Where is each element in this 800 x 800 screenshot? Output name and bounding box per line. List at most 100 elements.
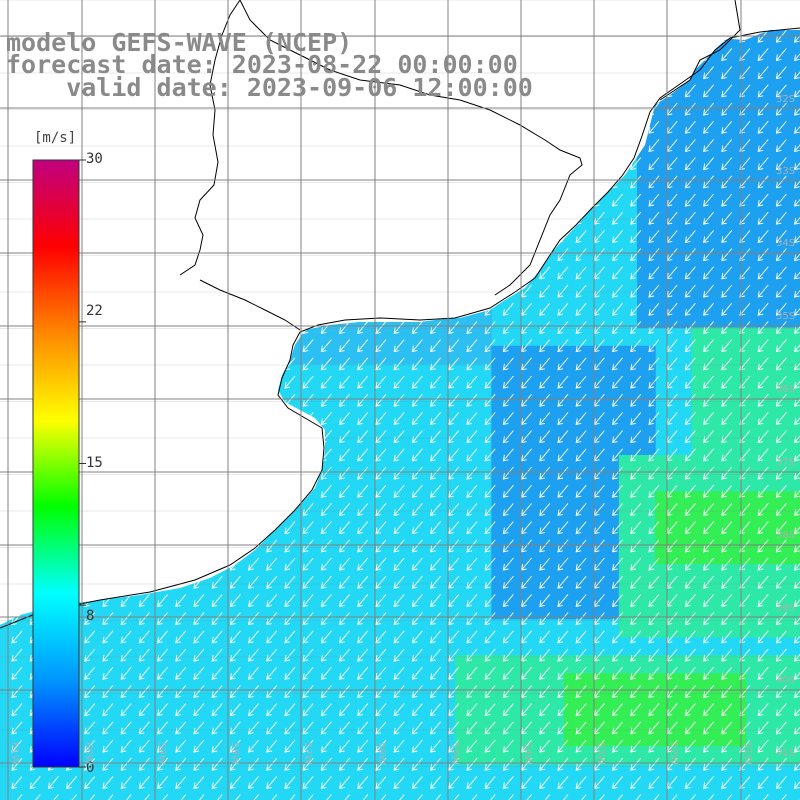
wind-arrow [648, 575, 660, 589]
field-cell [746, 509, 765, 529]
field-cell [746, 709, 765, 729]
wind-arrow [138, 612, 150, 626]
wind-arrow [266, 794, 278, 800]
field-cell [527, 400, 547, 420]
field-cell [673, 145, 693, 165]
wind-arrow [357, 721, 369, 735]
wind-arrow [648, 248, 660, 262]
field-cell [546, 728, 565, 747]
field-cell [691, 309, 711, 329]
field-cell [691, 618, 711, 638]
wind-arrow [430, 703, 441, 717]
wind-arrow [684, 503, 696, 516]
wind-arrow [703, 648, 714, 662]
wind-arrow [757, 721, 769, 735]
wind-arrow [502, 776, 514, 789]
wind-arrow [138, 139, 150, 152]
wind-arrow [157, 120, 168, 134]
wind-arrow [557, 302, 569, 316]
wind-arrow [248, 393, 259, 407]
wind-arrow [521, 575, 532, 589]
wind-arrow [721, 139, 733, 152]
field-cell [764, 327, 784, 347]
wind-arrow [484, 685, 496, 698]
wind-arrow [575, 612, 587, 626]
field-cell [691, 673, 711, 693]
wind-arrow [302, 575, 314, 589]
wind-arrow [339, 630, 350, 644]
field-cell [764, 72, 784, 92]
wind-arrow [775, 757, 787, 771]
wind-arrow [721, 430, 733, 444]
wind-arrow [248, 575, 259, 589]
wind-arrow [502, 648, 514, 662]
wind-arrow [411, 357, 423, 371]
wind-arrow [211, 757, 223, 771]
wind-arrow [757, 393, 769, 407]
field-cell [582, 746, 602, 765]
wind-arrow [703, 193, 714, 207]
field-cell [546, 564, 565, 583]
wind-arrow [466, 703, 478, 717]
wind-arrow [703, 120, 714, 134]
wind-arrow [557, 484, 569, 498]
wind-arrow [775, 448, 787, 462]
field-cell [655, 200, 674, 219]
field-cell [200, 127, 219, 147]
wind-arrow [502, 630, 514, 644]
wind-arrow [375, 539, 387, 553]
field-cell [527, 582, 547, 602]
wind-arrow [120, 284, 132, 298]
wind-arrow [684, 321, 696, 334]
field-cell [618, 509, 638, 529]
wind-arrow [448, 703, 460, 717]
field-cell [637, 218, 656, 238]
field-cell [527, 673, 547, 693]
field-cell [746, 728, 765, 747]
wind-arrow [502, 721, 514, 735]
wind-arrow [102, 375, 114, 389]
wind-arrow [757, 739, 769, 753]
field-cell [637, 728, 656, 747]
wind-arrow [721, 503, 733, 516]
wind-arrow [11, 503, 23, 516]
wind-arrow [539, 466, 551, 480]
wind-arrow [84, 794, 96, 800]
field-cell [746, 254, 765, 274]
wind-arrow [684, 120, 696, 134]
field-cell [709, 455, 729, 474]
wind-arrow [757, 248, 769, 262]
field-cell [655, 491, 674, 511]
field-cell [709, 72, 729, 92]
wind-arrow [539, 339, 551, 353]
wind-arrow [430, 648, 441, 662]
wind-arrow [266, 612, 278, 626]
wind-arrow [411, 612, 423, 626]
wind-arrow [684, 630, 696, 644]
wind-arrow [157, 248, 168, 262]
wind-arrow [630, 175, 642, 189]
wind-arrow [648, 448, 660, 462]
wind-arrow [120, 539, 132, 553]
land-area [0, 0, 800, 322]
wind-arrow [575, 357, 587, 371]
wind-arrow [430, 430, 441, 444]
wind-arrow [648, 157, 660, 171]
wind-arrow [211, 484, 223, 498]
field-cell [728, 163, 747, 183]
wind-arrow [703, 594, 714, 607]
field-cell [764, 509, 784, 529]
wind-arrow [648, 193, 660, 207]
wind-arrow [721, 757, 733, 771]
field-cell [746, 109, 765, 128]
wind-arrow [648, 557, 660, 571]
wind-arrow [229, 739, 241, 753]
field-cell [491, 400, 511, 420]
wind-arrow [502, 503, 514, 516]
wind-arrow [84, 776, 96, 789]
wind-arrow [120, 357, 132, 371]
wind-arrow [229, 430, 241, 444]
wind-arrow [648, 175, 660, 189]
wind-arrow [211, 539, 223, 553]
wind-arrow [266, 575, 278, 589]
